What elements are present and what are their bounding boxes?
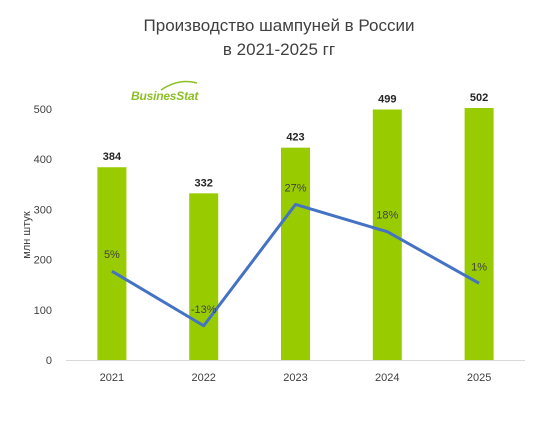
growth-label-2024: 18%	[376, 210, 398, 222]
growth-label-2023: 27%	[284, 182, 306, 194]
y-tick-label-500: 500	[34, 104, 52, 116]
logo-text: BusinesStat	[131, 89, 199, 103]
bar-value-label-2022: 332	[195, 177, 213, 189]
bar-2025	[464, 107, 494, 360]
businesstat-logo: BusinesStat	[131, 80, 199, 103]
bar-2022	[189, 193, 219, 360]
growth-label-2025: 1%	[471, 261, 487, 273]
bar-2024	[372, 109, 402, 360]
chart-title: Производство шампуней в России в 2021-20…	[0, 14, 558, 62]
y-tick-label-0: 0	[46, 355, 52, 367]
x-tick-label-2022: 2022	[191, 372, 215, 384]
x-tick-label-2021: 2021	[100, 372, 124, 384]
y-tick-label-200: 200	[34, 255, 52, 267]
bar-2023	[281, 147, 310, 360]
bar-2021	[97, 167, 127, 360]
growth-line-group: 5% -13% 27% 18% 1%	[104, 182, 487, 328]
x-tick-label-2025: 2025	[467, 372, 491, 384]
bar-value-label-2024: 499	[378, 94, 396, 106]
logo-swoosh-icon	[160, 80, 198, 91]
y-tick-label-300: 300	[34, 204, 52, 216]
bar-value-label-2023: 423	[286, 132, 304, 144]
chart-title-line-2: в 2021-2025 гг	[222, 40, 336, 59]
bar-value-label-2021: 384	[103, 151, 122, 163]
growth-label-2021: 5%	[104, 249, 120, 261]
x-tick-label-2024: 2024	[375, 372, 399, 384]
x-tick-label-2023: 2023	[283, 372, 307, 384]
y-tick-label-400: 400	[34, 154, 52, 166]
chart-title-line-1: Производство шампуней в России	[143, 16, 415, 35]
axis-group: 0 100 200 300 400 500 2021 2022 2023 2024 2025	[34, 104, 525, 384]
bar-group: 384 332 423 499 502	[97, 92, 494, 360]
y-tick-label-100: 100	[34, 305, 52, 317]
growth-line	[111, 202, 480, 328]
growth-label-2022: -13%	[191, 304, 217, 316]
bar-value-label-2025: 502	[470, 92, 488, 104]
y-axis-label: млн штук	[21, 211, 33, 259]
